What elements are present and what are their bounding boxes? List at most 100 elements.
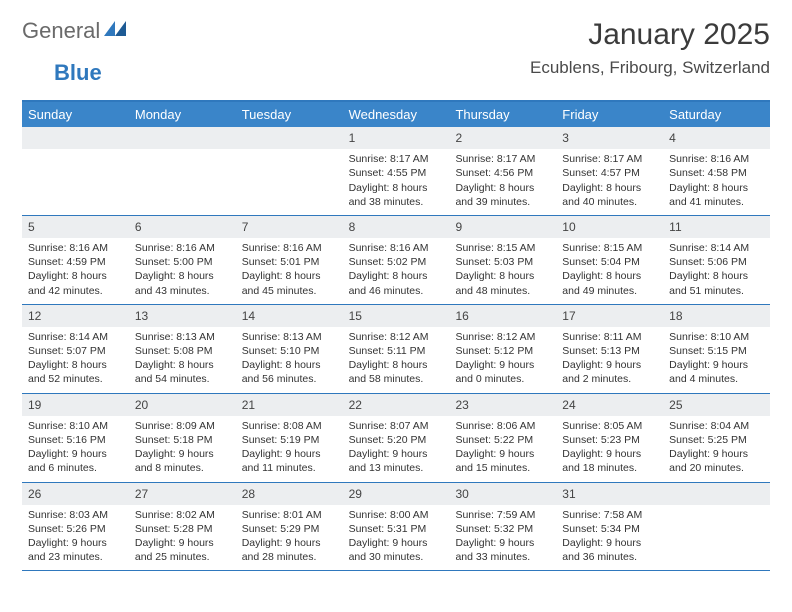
calendar-day-cell: 22Sunrise: 8:07 AMSunset: 5:20 PMDayligh… xyxy=(343,394,450,482)
day-detail: Sunrise: 8:17 AMSunset: 4:56 PMDaylight:… xyxy=(449,149,556,215)
calendar-day-cell: 14Sunrise: 8:13 AMSunset: 5:10 PMDayligh… xyxy=(236,305,343,393)
day-detail: Sunrise: 8:07 AMSunset: 5:20 PMDaylight:… xyxy=(343,416,450,482)
calendar-header-cell: Friday xyxy=(556,102,663,127)
calendar-day-cell: 9Sunrise: 8:15 AMSunset: 5:03 PMDaylight… xyxy=(449,216,556,304)
day-detail: Sunrise: 8:16 AMSunset: 4:59 PMDaylight:… xyxy=(22,238,129,304)
day-number: 8 xyxy=(343,216,450,238)
day-detail: Sunrise: 8:16 AMSunset: 5:00 PMDaylight:… xyxy=(129,238,236,304)
day-detail: Sunrise: 8:06 AMSunset: 5:22 PMDaylight:… xyxy=(449,416,556,482)
day-detail: Sunrise: 8:00 AMSunset: 5:31 PMDaylight:… xyxy=(343,505,450,571)
day-number: 24 xyxy=(556,394,663,416)
day-number xyxy=(129,127,236,149)
calendar-week-row: 12Sunrise: 8:14 AMSunset: 5:07 PMDayligh… xyxy=(22,305,770,394)
calendar: SundayMondayTuesdayWednesdayThursdayFrid… xyxy=(22,100,770,571)
day-number: 11 xyxy=(663,216,770,238)
day-number xyxy=(22,127,129,149)
day-number xyxy=(663,483,770,505)
calendar-body: 1Sunrise: 8:17 AMSunset: 4:55 PMDaylight… xyxy=(22,127,770,571)
day-number: 18 xyxy=(663,305,770,327)
day-number: 5 xyxy=(22,216,129,238)
calendar-day-cell: 21Sunrise: 8:08 AMSunset: 5:19 PMDayligh… xyxy=(236,394,343,482)
calendar-day-cell: 23Sunrise: 8:06 AMSunset: 5:22 PMDayligh… xyxy=(449,394,556,482)
day-number: 30 xyxy=(449,483,556,505)
day-number: 1 xyxy=(343,127,450,149)
day-detail: Sunrise: 8:17 AMSunset: 4:57 PMDaylight:… xyxy=(556,149,663,215)
day-detail: Sunrise: 7:59 AMSunset: 5:32 PMDaylight:… xyxy=(449,505,556,571)
month-title: January 2025 xyxy=(530,18,770,52)
day-number: 28 xyxy=(236,483,343,505)
day-number: 6 xyxy=(129,216,236,238)
logo-text-general: General xyxy=(22,18,100,44)
calendar-day-cell: 4Sunrise: 8:16 AMSunset: 4:58 PMDaylight… xyxy=(663,127,770,215)
calendar-day-cell: 26Sunrise: 8:03 AMSunset: 5:26 PMDayligh… xyxy=(22,483,129,571)
day-number: 27 xyxy=(129,483,236,505)
calendar-header-cell: Sunday xyxy=(22,102,129,127)
day-detail: Sunrise: 8:04 AMSunset: 5:25 PMDaylight:… xyxy=(663,416,770,482)
calendar-day-cell: 17Sunrise: 8:11 AMSunset: 5:13 PMDayligh… xyxy=(556,305,663,393)
day-detail: Sunrise: 8:10 AMSunset: 5:15 PMDaylight:… xyxy=(663,327,770,393)
calendar-header-cell: Tuesday xyxy=(236,102,343,127)
day-number: 25 xyxy=(663,394,770,416)
day-number: 17 xyxy=(556,305,663,327)
day-detail: Sunrise: 8:13 AMSunset: 5:08 PMDaylight:… xyxy=(129,327,236,393)
day-detail: Sunrise: 8:15 AMSunset: 5:03 PMDaylight:… xyxy=(449,238,556,304)
logo: General xyxy=(22,18,130,44)
day-detail xyxy=(22,149,129,209)
day-detail: Sunrise: 8:16 AMSunset: 5:01 PMDaylight:… xyxy=(236,238,343,304)
calendar-day-cell: 11Sunrise: 8:14 AMSunset: 5:06 PMDayligh… xyxy=(663,216,770,304)
calendar-day-cell: 27Sunrise: 8:02 AMSunset: 5:28 PMDayligh… xyxy=(129,483,236,571)
day-detail: Sunrise: 8:16 AMSunset: 4:58 PMDaylight:… xyxy=(663,149,770,215)
day-number: 10 xyxy=(556,216,663,238)
calendar-day-cell: 12Sunrise: 8:14 AMSunset: 5:07 PMDayligh… xyxy=(22,305,129,393)
day-detail: Sunrise: 8:09 AMSunset: 5:18 PMDaylight:… xyxy=(129,416,236,482)
calendar-day-cell: 20Sunrise: 8:09 AMSunset: 5:18 PMDayligh… xyxy=(129,394,236,482)
day-detail: Sunrise: 8:08 AMSunset: 5:19 PMDaylight:… xyxy=(236,416,343,482)
calendar-day-cell: 2Sunrise: 8:17 AMSunset: 4:56 PMDaylight… xyxy=(449,127,556,215)
logo-flag-icon xyxy=(104,20,128,43)
calendar-day-cell: 28Sunrise: 8:01 AMSunset: 5:29 PMDayligh… xyxy=(236,483,343,571)
day-detail: Sunrise: 8:05 AMSunset: 5:23 PMDaylight:… xyxy=(556,416,663,482)
day-detail: Sunrise: 8:10 AMSunset: 5:16 PMDaylight:… xyxy=(22,416,129,482)
calendar-day-cell: 8Sunrise: 8:16 AMSunset: 5:02 PMDaylight… xyxy=(343,216,450,304)
day-number: 22 xyxy=(343,394,450,416)
day-number: 7 xyxy=(236,216,343,238)
calendar-day-cell: 30Sunrise: 7:59 AMSunset: 5:32 PMDayligh… xyxy=(449,483,556,571)
day-detail: Sunrise: 7:58 AMSunset: 5:34 PMDaylight:… xyxy=(556,505,663,571)
day-detail xyxy=(663,505,770,565)
calendar-day-cell xyxy=(22,127,129,215)
calendar-day-cell: 6Sunrise: 8:16 AMSunset: 5:00 PMDaylight… xyxy=(129,216,236,304)
calendar-header-row: SundayMondayTuesdayWednesdayThursdayFrid… xyxy=(22,102,770,127)
day-number: 29 xyxy=(343,483,450,505)
calendar-day-cell xyxy=(663,483,770,571)
day-detail: Sunrise: 8:11 AMSunset: 5:13 PMDaylight:… xyxy=(556,327,663,393)
calendar-day-cell: 5Sunrise: 8:16 AMSunset: 4:59 PMDaylight… xyxy=(22,216,129,304)
calendar-header-cell: Saturday xyxy=(663,102,770,127)
day-number: 2 xyxy=(449,127,556,149)
day-detail: Sunrise: 8:12 AMSunset: 5:12 PMDaylight:… xyxy=(449,327,556,393)
day-number: 23 xyxy=(449,394,556,416)
day-detail: Sunrise: 8:01 AMSunset: 5:29 PMDaylight:… xyxy=(236,505,343,571)
day-number: 21 xyxy=(236,394,343,416)
day-detail: Sunrise: 8:17 AMSunset: 4:55 PMDaylight:… xyxy=(343,149,450,215)
calendar-day-cell xyxy=(129,127,236,215)
day-number: 15 xyxy=(343,305,450,327)
calendar-day-cell: 29Sunrise: 8:00 AMSunset: 5:31 PMDayligh… xyxy=(343,483,450,571)
calendar-day-cell: 1Sunrise: 8:17 AMSunset: 4:55 PMDaylight… xyxy=(343,127,450,215)
calendar-week-row: 19Sunrise: 8:10 AMSunset: 5:16 PMDayligh… xyxy=(22,394,770,483)
day-detail: Sunrise: 8:03 AMSunset: 5:26 PMDaylight:… xyxy=(22,505,129,571)
day-detail: Sunrise: 8:12 AMSunset: 5:11 PMDaylight:… xyxy=(343,327,450,393)
day-detail: Sunrise: 8:14 AMSunset: 5:07 PMDaylight:… xyxy=(22,327,129,393)
calendar-day-cell: 18Sunrise: 8:10 AMSunset: 5:15 PMDayligh… xyxy=(663,305,770,393)
calendar-week-row: 1Sunrise: 8:17 AMSunset: 4:55 PMDaylight… xyxy=(22,127,770,216)
day-number: 13 xyxy=(129,305,236,327)
calendar-header-cell: Wednesday xyxy=(343,102,450,127)
day-number: 14 xyxy=(236,305,343,327)
day-number: 20 xyxy=(129,394,236,416)
day-number: 12 xyxy=(22,305,129,327)
day-number: 16 xyxy=(449,305,556,327)
day-number: 3 xyxy=(556,127,663,149)
day-number: 19 xyxy=(22,394,129,416)
day-number: 4 xyxy=(663,127,770,149)
day-detail: Sunrise: 8:15 AMSunset: 5:04 PMDaylight:… xyxy=(556,238,663,304)
day-number: 31 xyxy=(556,483,663,505)
